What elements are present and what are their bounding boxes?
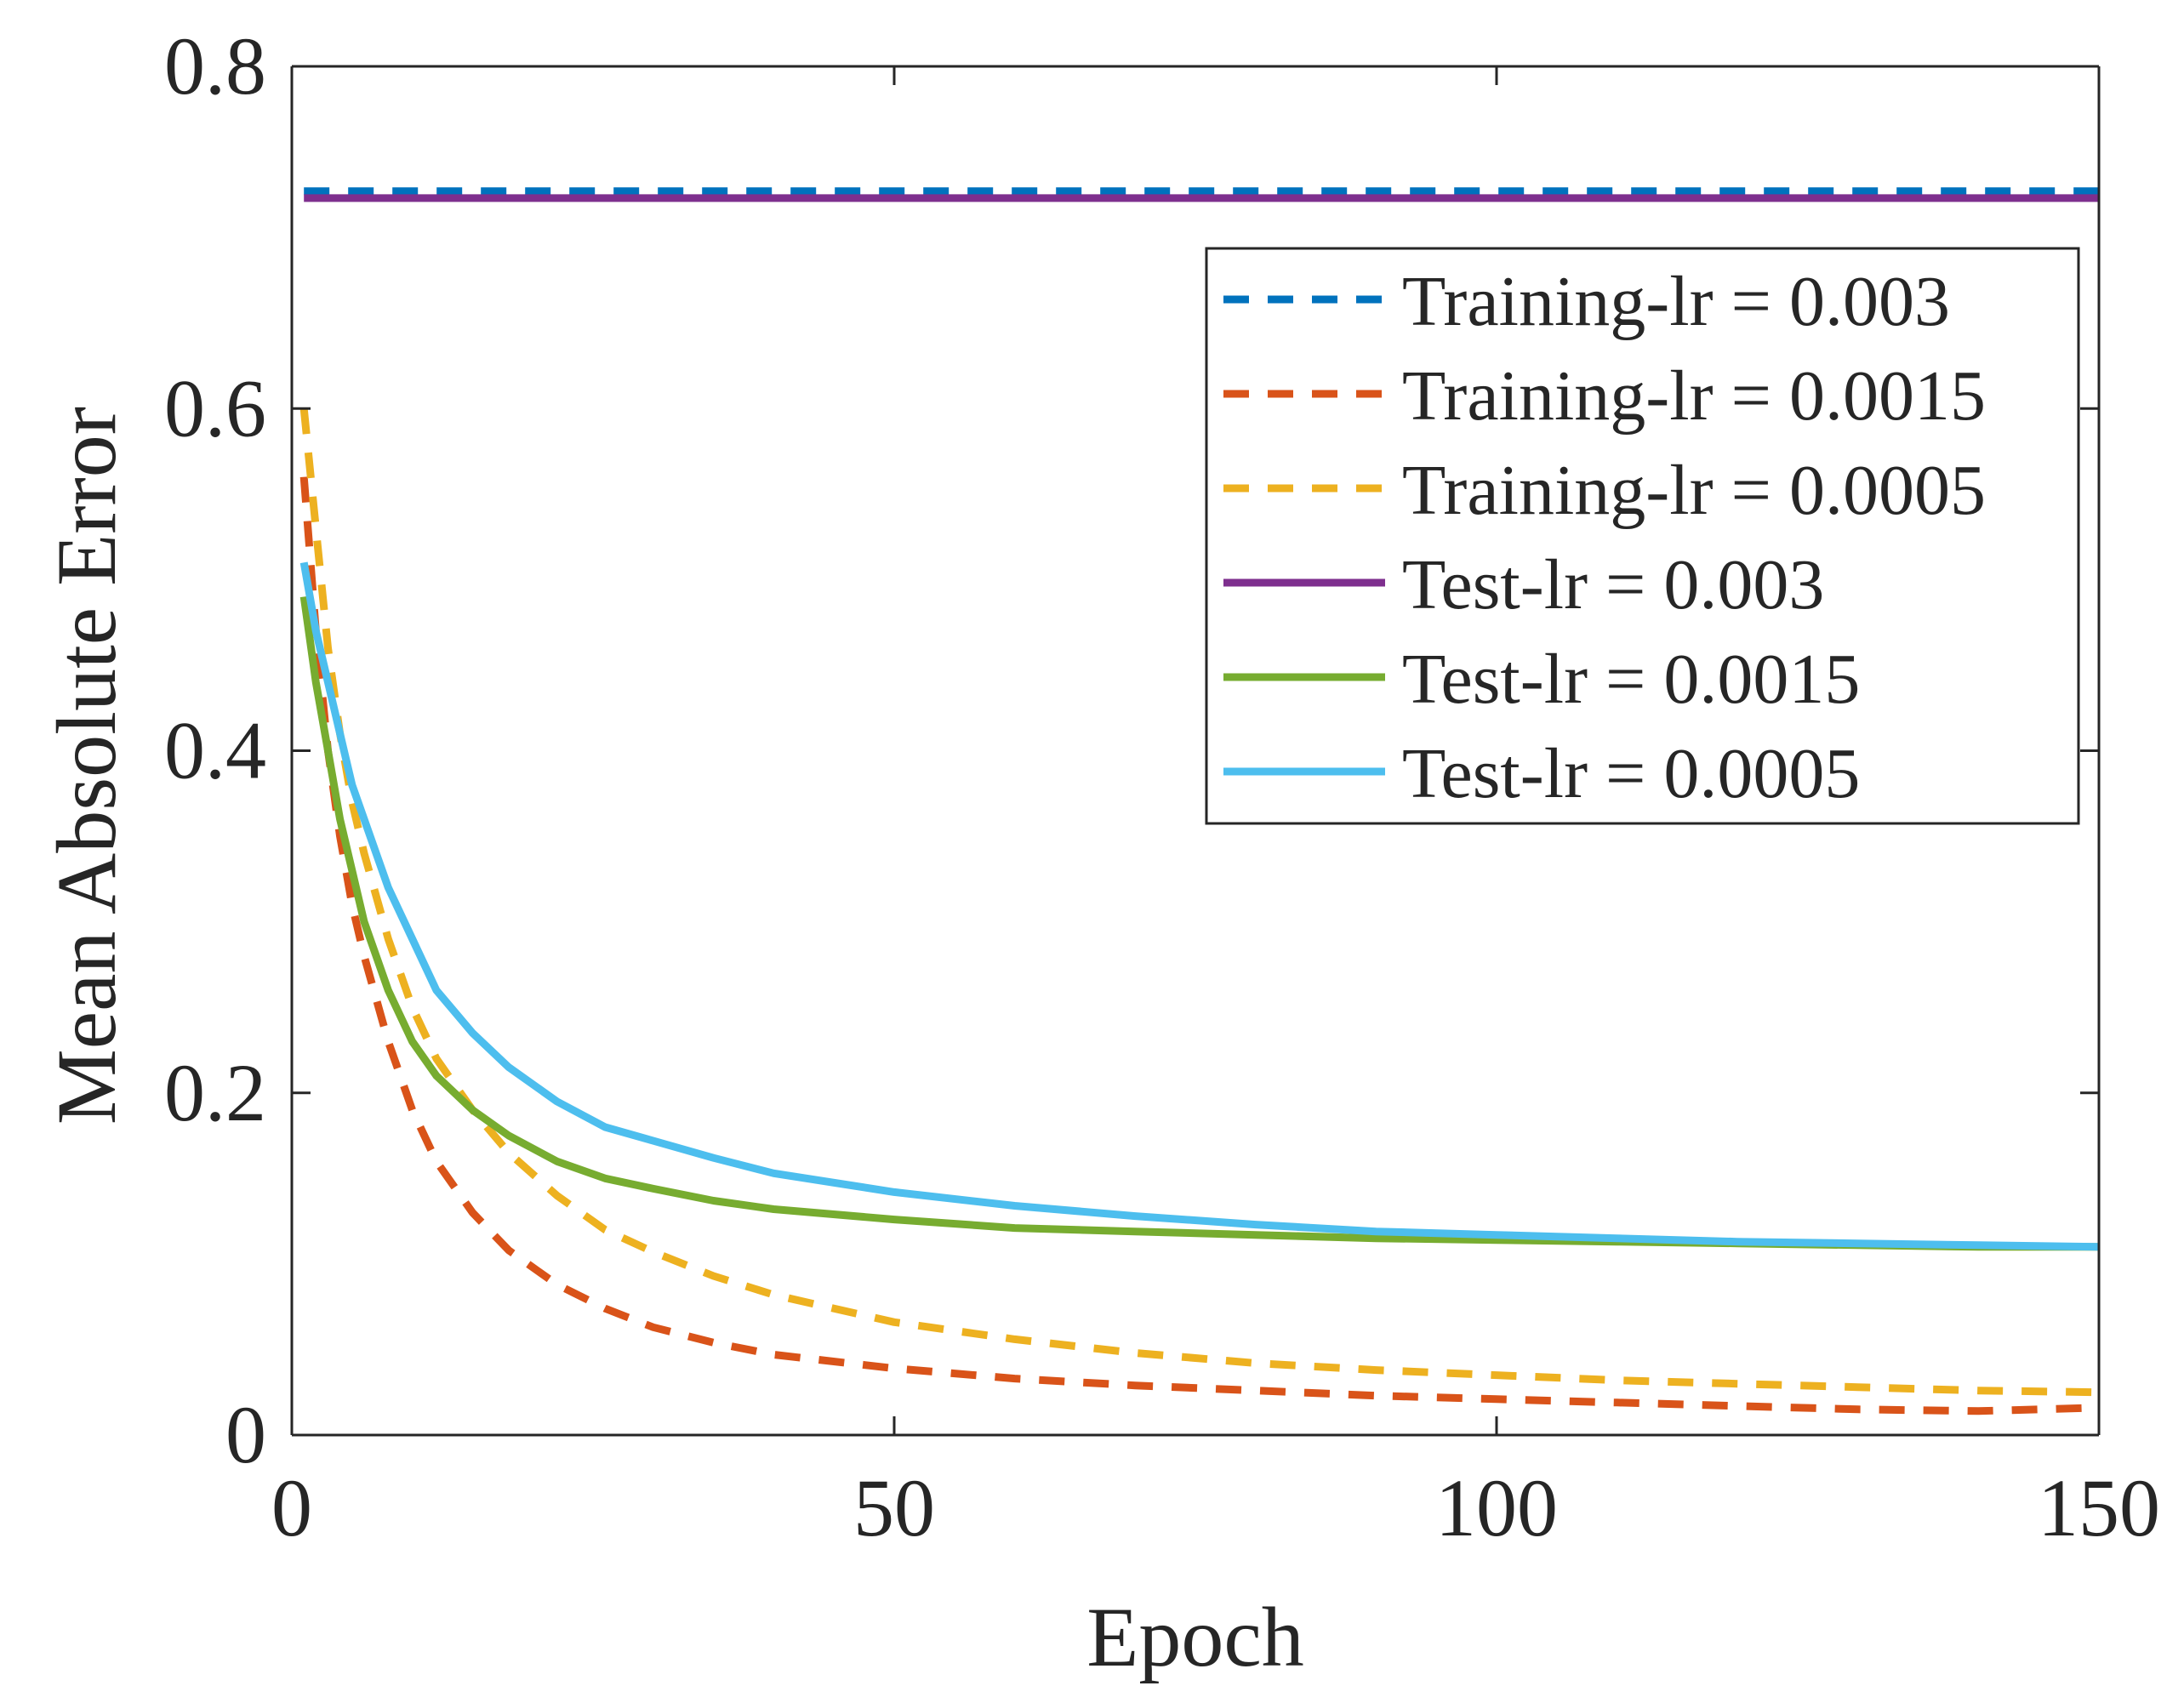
legend: Training-lr = 0.003 Training-lr = 0.0015 T…	[1205, 247, 2080, 825]
legend-label-6: Test-lr = 0.0005	[1402, 734, 1860, 813]
legend-label-2: Training-lr = 0.0015	[1402, 356, 1986, 436]
series-line-6	[299, 561, 2100, 1251]
y-tick-label: 0.6	[164, 362, 266, 453]
legend-box	[1205, 247, 2080, 825]
y-tick-label: 0	[225, 1389, 266, 1480]
x-tick-label: 150	[2038, 1462, 2160, 1553]
x-tick-label: 50	[853, 1462, 935, 1553]
legend-label-5: Test-lr = 0.0015	[1402, 640, 1860, 719]
y-tick-label: 0.4	[164, 705, 266, 796]
series-line-2	[299, 476, 2100, 1415]
y-tick-label: 0.8	[164, 20, 266, 111]
x-tick-label: 0	[271, 1462, 312, 1553]
x-axis-label: Epoch	[1086, 1590, 1303, 1684]
y-axis-label: Mean Absolute Error	[39, 407, 134, 1125]
series-line-3	[299, 407, 2100, 1397]
x-tick-label: 100	[1435, 1462, 1558, 1553]
series-line-5	[299, 595, 2099, 1251]
legend-label-4: Test-lr = 0.003	[1402, 545, 1824, 624]
legend-label-1: Training-lr = 0.003	[1402, 262, 1950, 341]
series-layer	[299, 187, 2100, 1415]
y-tick-label: 0.2	[164, 1047, 266, 1138]
legend-label-3: Training-lr = 0.0005	[1402, 451, 1986, 530]
axes-layer: 0 50 100 150 0 0.2 0.4 0.6 0.8	[164, 20, 2160, 1553]
